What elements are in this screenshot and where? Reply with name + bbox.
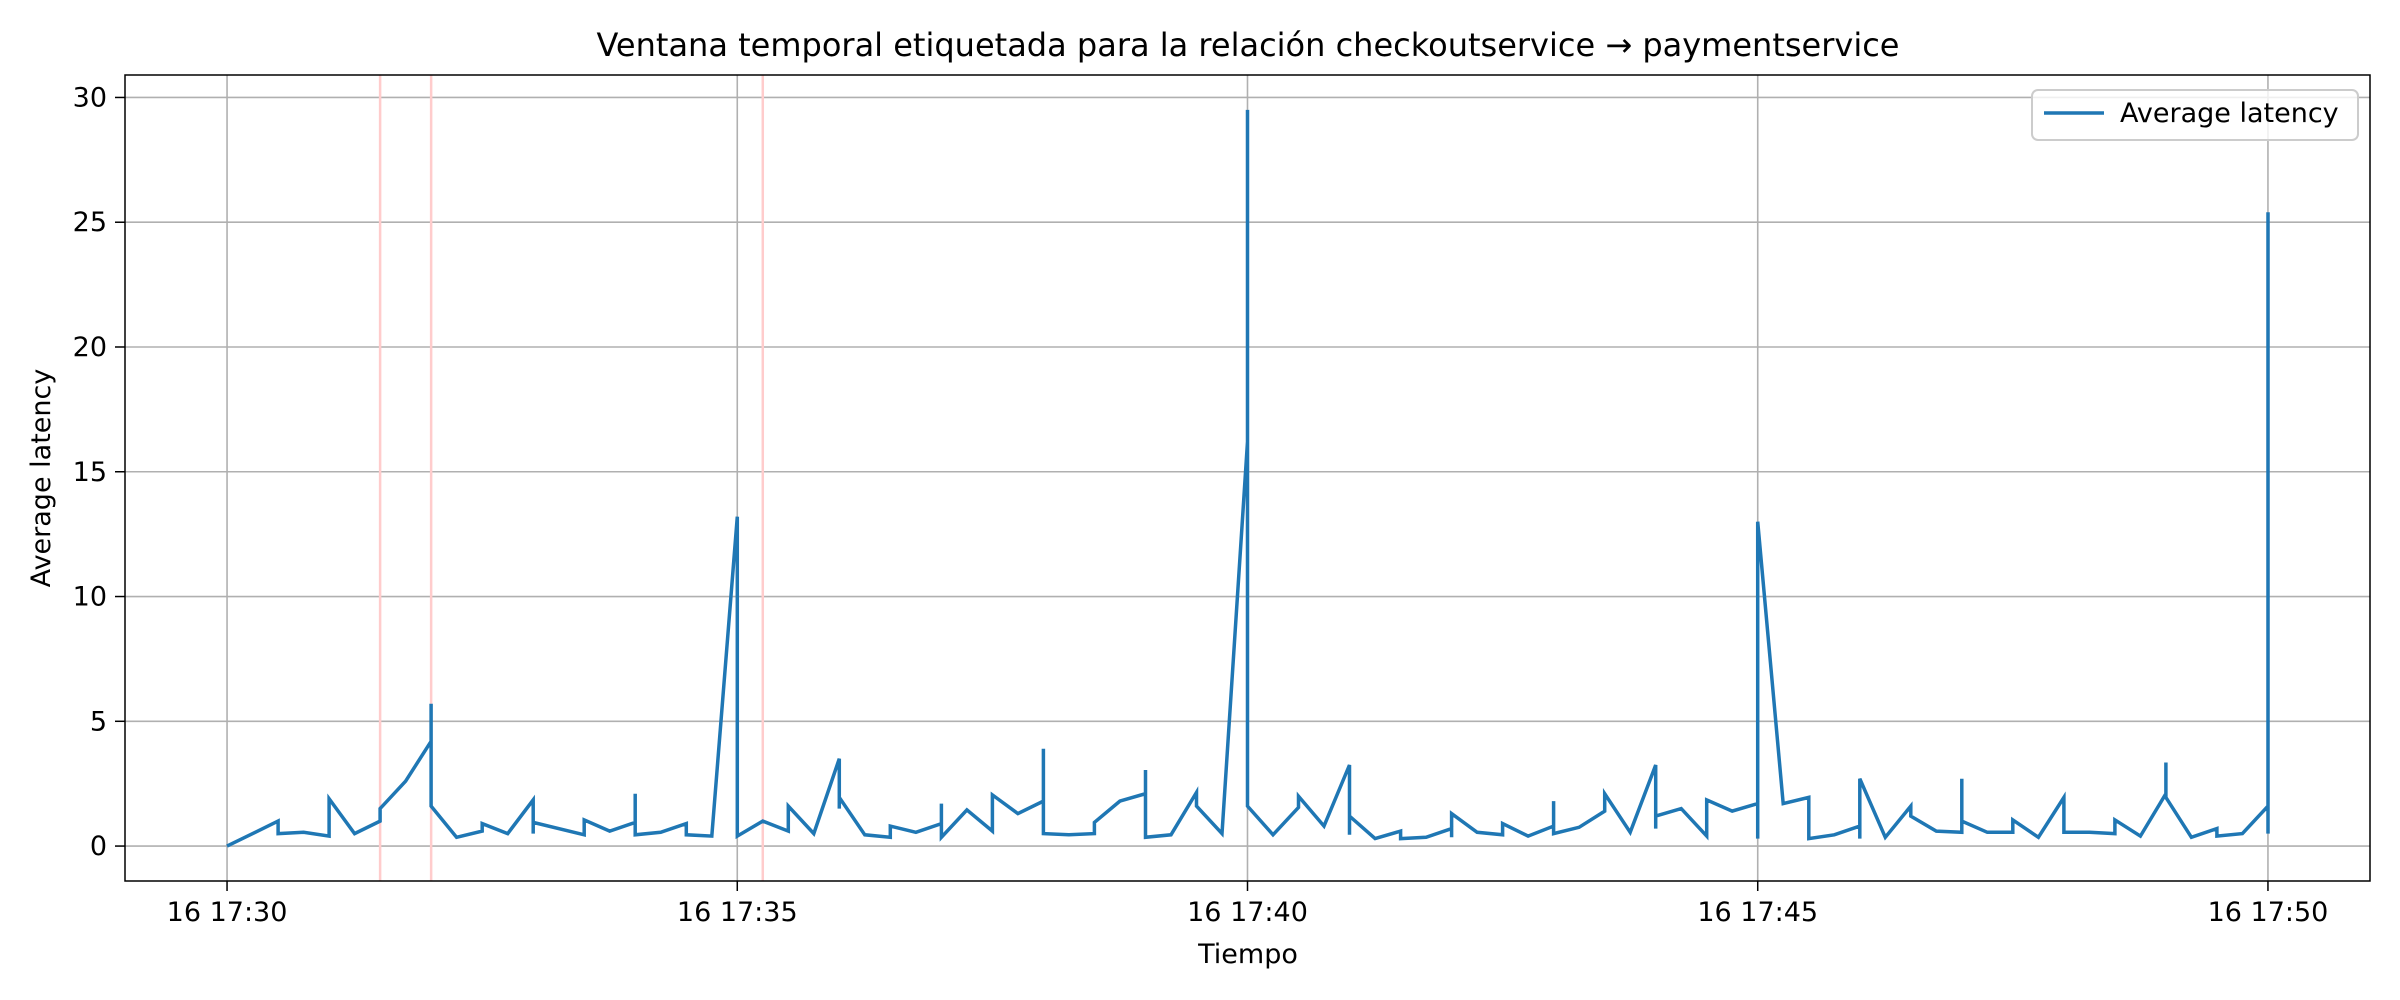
x-axis-label: Tiempo [1197,939,1298,970]
y-tick-label: 30 [73,82,107,113]
chart-title: Ventana temporal etiquetada para la rela… [597,26,1900,64]
x-tick-label: 16 17:50 [2208,897,2329,928]
series-line [226,109,2270,848]
x-tick-label: 16 17:35 [677,897,798,928]
x-tick-label: 16 17:30 [167,897,288,928]
legend: Average latency [2031,89,2359,141]
y-tick-label: 15 [73,457,107,488]
x-axis-ticks: 16 17:30 16 17:35 16 17:40 16 17:45 16 17:50 [167,881,2329,928]
y-axis-ticks: 0 5 10 15 20 25 30 [73,82,125,862]
y-tick-label: 20 [73,332,107,363]
y-tick-label: 5 [90,706,107,737]
legend-label: Average latency [2120,98,2339,129]
legend-box [2031,89,2359,141]
y-tick-label: 10 [73,582,107,613]
plot-area: 16 17:30 16 17:35 16 17:40 16 17:45 16 17:50… [73,74,2371,928]
series-layer [226,109,2270,848]
x-tick-label: 16 17:45 [1697,897,1818,928]
x-tick-label: 16 17:40 [1187,897,1308,928]
y-tick-label: 25 [73,207,107,238]
y-tick-label: 0 [90,831,107,862]
y-axis-label: Average latency [26,369,57,588]
